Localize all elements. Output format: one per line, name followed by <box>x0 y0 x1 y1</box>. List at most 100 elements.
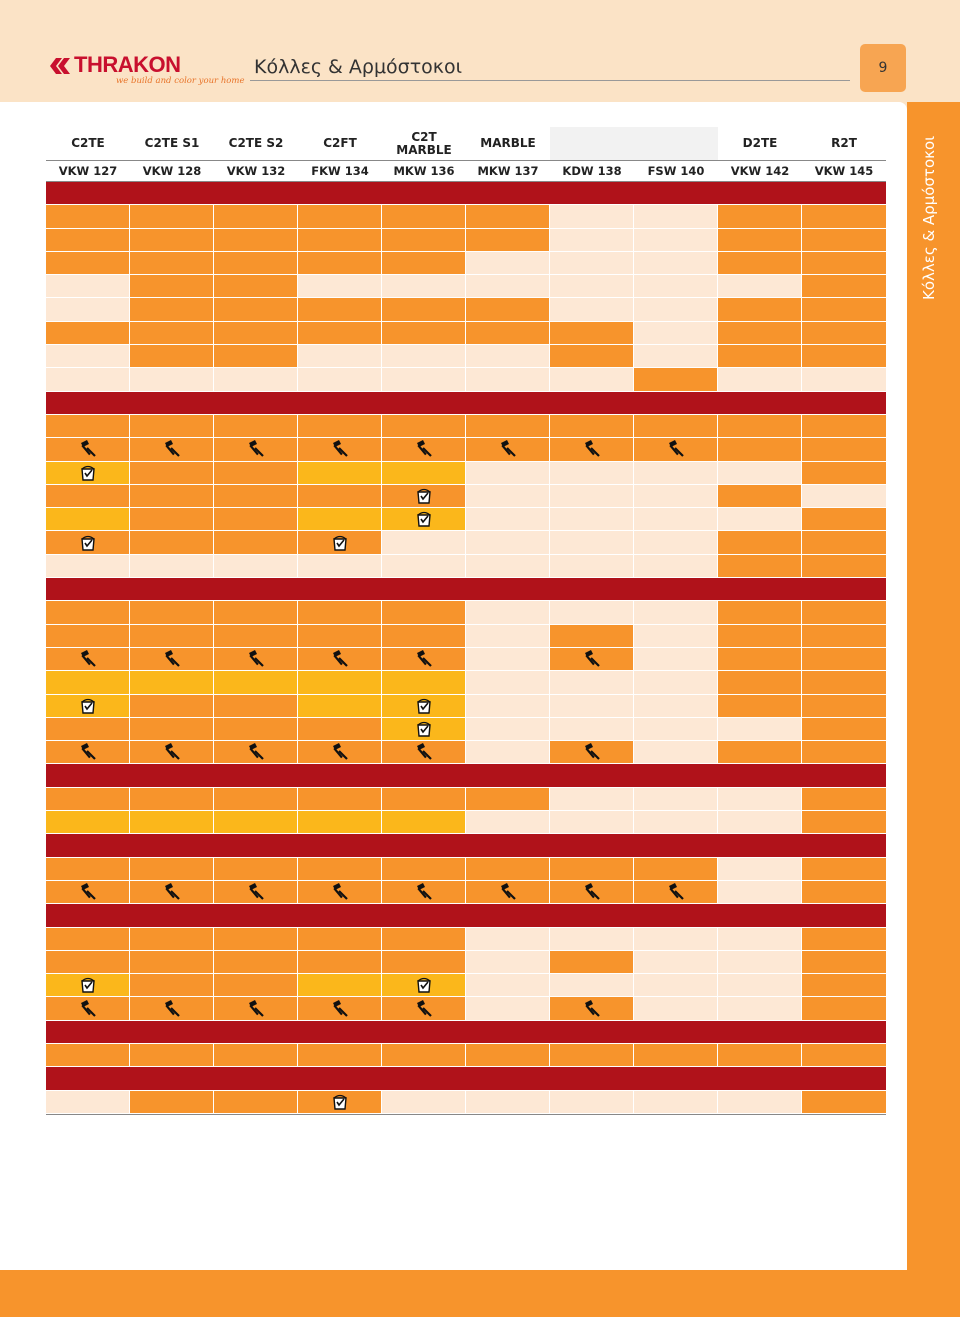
matrix-cell <box>634 624 718 647</box>
matrix-cell <box>802 974 886 997</box>
matrix-cell <box>466 1090 550 1113</box>
matrix-cell <box>382 1090 466 1113</box>
matrix-cell <box>718 811 802 834</box>
table-row <box>46 438 886 462</box>
matrix-cell <box>46 811 130 834</box>
trowel-icon <box>247 440 264 458</box>
matrix-cell <box>718 647 802 671</box>
table-row <box>46 787 886 812</box>
page-number: 9 <box>860 44 906 92</box>
matrix-cell <box>382 461 466 484</box>
matrix-cell <box>802 857 886 880</box>
trowel-icon <box>583 743 600 761</box>
matrix-cell <box>466 974 550 997</box>
trowel-icon <box>331 999 348 1017</box>
matrix-cell <box>130 647 214 671</box>
matrix-cell <box>550 275 634 298</box>
matrix-cell <box>802 554 886 578</box>
matrix-cell <box>466 554 550 578</box>
trowel-icon <box>499 440 516 458</box>
table-row <box>46 717 886 742</box>
matrix-cell <box>466 694 550 717</box>
matrix-cell <box>298 787 382 811</box>
matrix-cell <box>802 321 886 345</box>
matrix-cell <box>214 275 298 298</box>
bucket-icon <box>416 488 431 504</box>
table-row <box>46 671 886 695</box>
matrix-cell <box>46 345 130 368</box>
product-code-0: VKW 127 <box>58 163 118 178</box>
matrix-cell <box>130 205 214 228</box>
matrix-cell <box>382 950 466 974</box>
trowel-icon <box>415 999 432 1017</box>
matrix-cell <box>130 927 214 950</box>
matrix-cell <box>130 717 214 741</box>
matrix-cell <box>718 624 802 647</box>
bucket-icon <box>416 511 431 528</box>
section-separator <box>46 834 886 858</box>
matrix-cell <box>466 927 550 950</box>
matrix-cell <box>214 461 298 484</box>
table-row <box>46 1090 886 1114</box>
matrix-cell <box>130 251 214 275</box>
matrix-cell <box>130 508 214 531</box>
matrix-cell <box>550 997 634 1020</box>
matrix-cell <box>466 228 550 251</box>
trowel-icon <box>163 883 180 901</box>
trowel-icon <box>499 883 516 901</box>
table-row <box>46 531 886 555</box>
bucket-icon <box>80 698 95 714</box>
matrix-cell <box>130 974 214 997</box>
matrix-cell <box>550 694 634 717</box>
matrix-cell <box>214 601 298 624</box>
matrix-cell <box>46 251 130 275</box>
matrix-cell <box>466 811 550 834</box>
section-separator <box>46 182 886 206</box>
matrix-cell <box>214 787 298 811</box>
bucket-icon <box>416 698 431 714</box>
matrix-cell <box>46 927 130 950</box>
matrix-cell <box>634 345 718 368</box>
matrix-cell <box>298 461 382 484</box>
matrix-cell <box>550 1043 634 1067</box>
trowel-icon <box>415 883 432 901</box>
matrix-cell <box>382 368 466 391</box>
matrix-cell <box>130 531 214 554</box>
product-code-8: VKW 142 <box>730 163 790 178</box>
matrix-cell <box>214 880 298 904</box>
table-row <box>46 601 886 625</box>
matrix-cell <box>466 671 550 694</box>
table-row <box>46 950 886 975</box>
matrix-cell <box>130 438 214 461</box>
trowel-icon <box>583 650 600 668</box>
matrix-cell <box>802 787 886 811</box>
table-row <box>46 1043 886 1068</box>
class-header-row: C2TE C2TE S1 C2TE S2 C2FT C2T MARBLE MARBLE D2T… <box>46 127 886 160</box>
matrix-cell <box>130 880 214 904</box>
matrix-cell <box>46 275 130 298</box>
matrix-cell <box>214 531 298 554</box>
matrix-cell <box>466 438 550 461</box>
matrix-cell <box>718 275 802 298</box>
matrix-cell <box>130 368 214 391</box>
matrix-cell <box>634 554 718 578</box>
matrix-cell <box>634 1090 718 1113</box>
matrix-cell <box>46 741 130 764</box>
matrix-cell <box>46 857 130 880</box>
matrix-cell <box>298 624 382 647</box>
table-row <box>46 624 886 648</box>
matrix-cell <box>130 414 214 438</box>
matrix-cell <box>634 927 718 950</box>
bucket-icon <box>80 535 95 551</box>
matrix-cell <box>550 228 634 251</box>
matrix-cell <box>466 950 550 974</box>
matrix-cell <box>802 484 886 508</box>
matrix-cell <box>634 228 718 251</box>
matrix-cell <box>298 298 382 321</box>
matrix-cell <box>718 438 802 461</box>
matrix-cell <box>130 228 214 251</box>
matrix-cell <box>298 880 382 904</box>
matrix-cell <box>298 950 382 974</box>
matrix-cell <box>466 1043 550 1067</box>
trowel-icon <box>79 743 96 761</box>
